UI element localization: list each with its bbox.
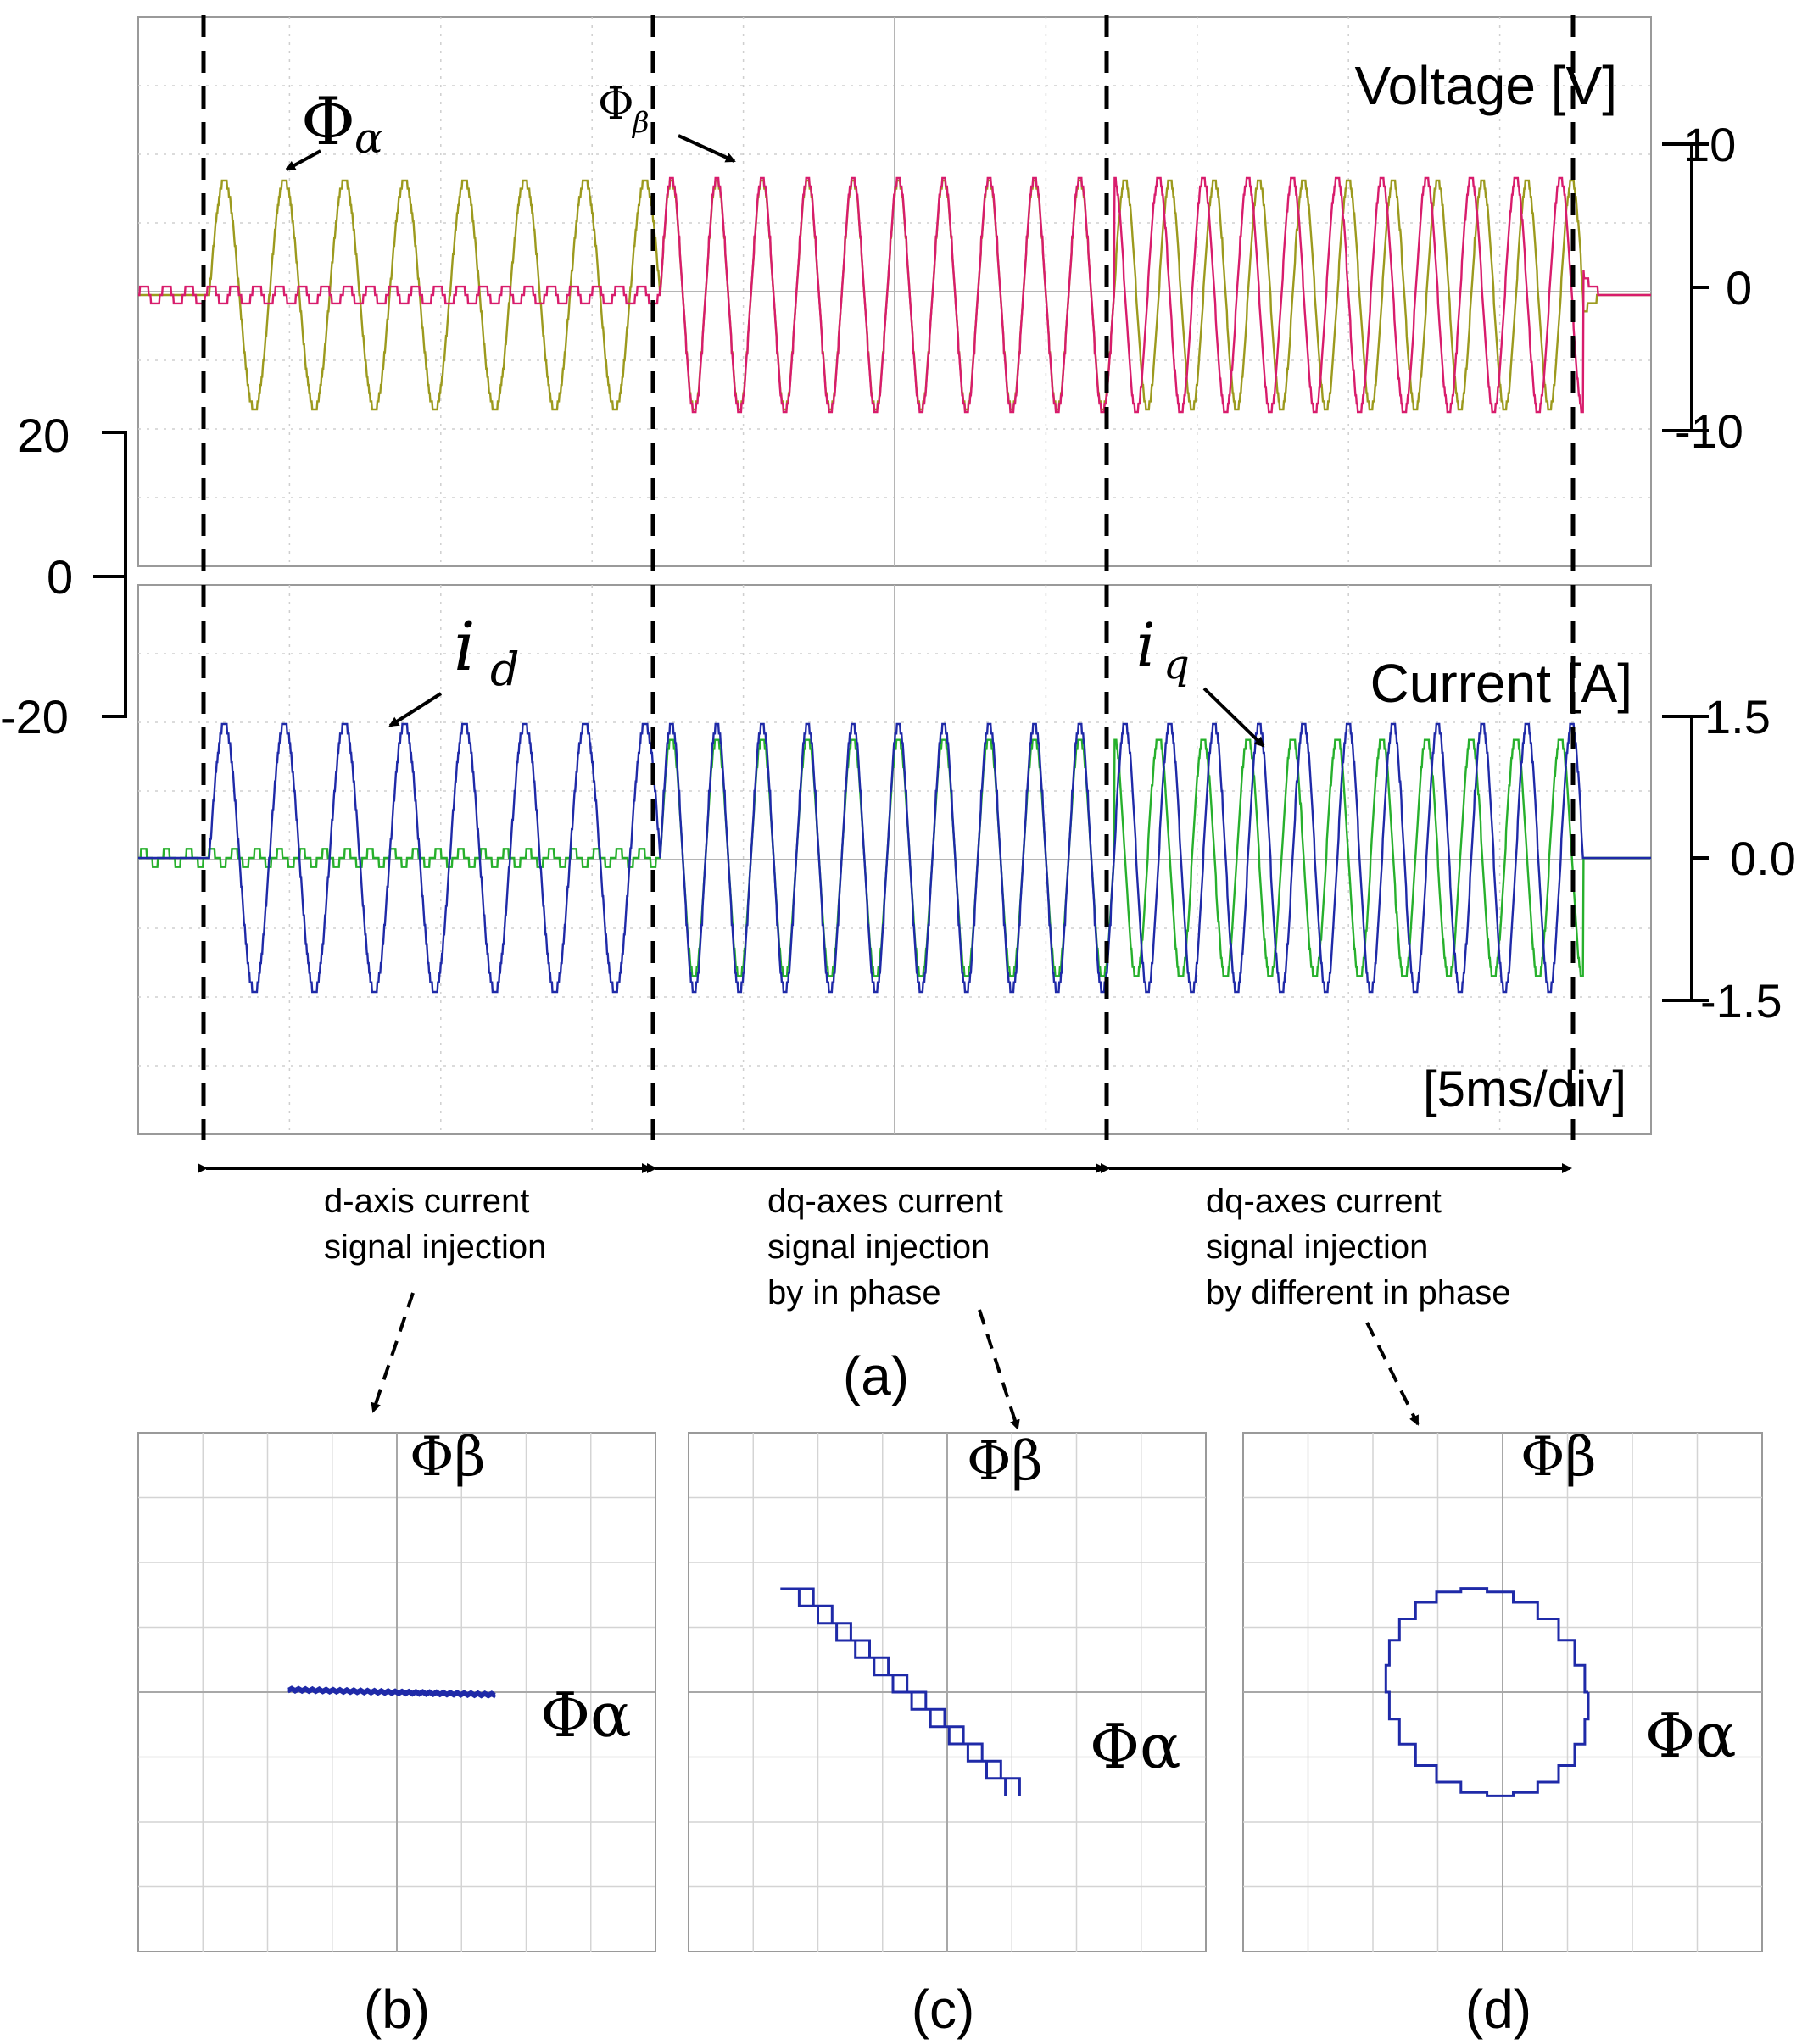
xy-d-x-symbol: Φα [1645, 1700, 1737, 1771]
phi-alpha-annotation: Φ α [285, 84, 383, 171]
phi-beta-trace [138, 176, 1651, 414]
interval-labels: d-axis current signal injection dq-axes … [324, 1183, 1511, 1312]
phi-alpha-symbol: Φ [301, 84, 355, 160]
caption-b: (b) [364, 1979, 430, 2040]
interval-2-line-3: by in phase [767, 1274, 941, 1312]
interval-3-line-2: signal injection [1206, 1228, 1428, 1266]
voltage-tick-minus10: -10 [1675, 404, 1743, 458]
phi-alpha-subscript: α [354, 114, 383, 163]
phi-beta-annotation: Φ β [598, 79, 736, 163]
xy-b-trace [287, 1685, 496, 1699]
voltage-title: Voltage [V] [1354, 55, 1617, 116]
current-grid [138, 585, 1651, 1134]
phi-beta-arrow [678, 134, 736, 163]
xy-c-grid [689, 1433, 1206, 1952]
interval-1-line-1: d-axis current [324, 1183, 529, 1220]
xy-d-trace [1384, 1587, 1590, 1797]
link-arrows [371, 1292, 1420, 1430]
phi-beta-symbol: Φ [598, 79, 634, 130]
current-tick-1.5: 1.5 [1704, 690, 1771, 744]
current-tick-0.0: 0.0 [1730, 832, 1796, 885]
caption-d: (d) [1465, 1979, 1531, 2040]
xy-b-y-symbol: Φβ [410, 1426, 485, 1489]
interval-dividers [201, 15, 1576, 1140]
link-arrow-d [1365, 1322, 1420, 1426]
interval-2-line-1: dq-axes current [767, 1183, 1003, 1220]
xy-c-x-symbol: Φα [1090, 1711, 1181, 1782]
left-tick-minus20: -20 [0, 690, 69, 744]
xy-d-grid [1243, 1433, 1762, 1952]
voltage-right-scale: 10 0 -10 [1662, 118, 1752, 458]
current-right-scale: 1.5 0.0 -1.5 [1662, 690, 1796, 1028]
xy-b-x-symbol: Φα [540, 1679, 632, 1751]
left-tick-20: 20 [17, 409, 70, 462]
id-subscript: d [490, 643, 520, 696]
id-symbol: i [454, 607, 476, 686]
link-arrow-c [978, 1309, 1020, 1430]
voltage-scope: Voltage [V] Φ α Φ β 10 0 -10 20 0 -20 [0, 16, 1752, 744]
link-arrow-b [371, 1292, 415, 1413]
caption-c: (c) [912, 1979, 975, 2040]
id-annotation: i d [388, 607, 520, 727]
iq-subscript: q [1163, 641, 1190, 688]
interval-1-line-2: signal injection [324, 1228, 546, 1266]
current-tick-minus1.5: -1.5 [1700, 974, 1782, 1028]
voltage-tick-10: 10 [1683, 118, 1736, 171]
current-scope: Current [A] [5ms/div] i d i q 1.5 0.0 -1… [137, 584, 1796, 1135]
interval-3-line-1: dq-axes current [1206, 1183, 1442, 1220]
xy-c-y-symbol: Φβ [967, 1430, 1042, 1493]
xy-plot-c: Φβ Φα (c) [688, 1430, 1207, 2040]
id-trace [138, 722, 1651, 994]
id-arrow [388, 692, 443, 727]
phi-alpha-arrow [285, 149, 321, 171]
current-title: Current [A] [1370, 653, 1632, 714]
iq-arrow [1202, 687, 1265, 748]
xy-d-y-symbol: Φβ [1520, 1426, 1596, 1489]
iq-annotation: i q [1136, 610, 1265, 748]
xy-plot-d: Φβ Φα (d) [1242, 1426, 1763, 2040]
voltage-left-scale: 20 0 -20 [0, 409, 127, 744]
left-tick-0: 0 [47, 550, 73, 604]
voltage-tick-0: 0 [1726, 261, 1752, 315]
xy-c-trace [780, 1587, 1021, 1796]
caption-a: (a) [843, 1345, 909, 1406]
voltage-grid [138, 17, 1651, 566]
xy-plot-b: Φβ Φα (b) [137, 1426, 656, 2040]
phi-beta-subscript: β [631, 106, 650, 140]
iq-symbol: i [1136, 610, 1155, 680]
interval-2-line-2: signal injection [767, 1228, 990, 1266]
interval-3-line-3: by different in phase [1206, 1274, 1511, 1312]
timebase-label: [5ms/div] [1423, 1061, 1626, 1117]
